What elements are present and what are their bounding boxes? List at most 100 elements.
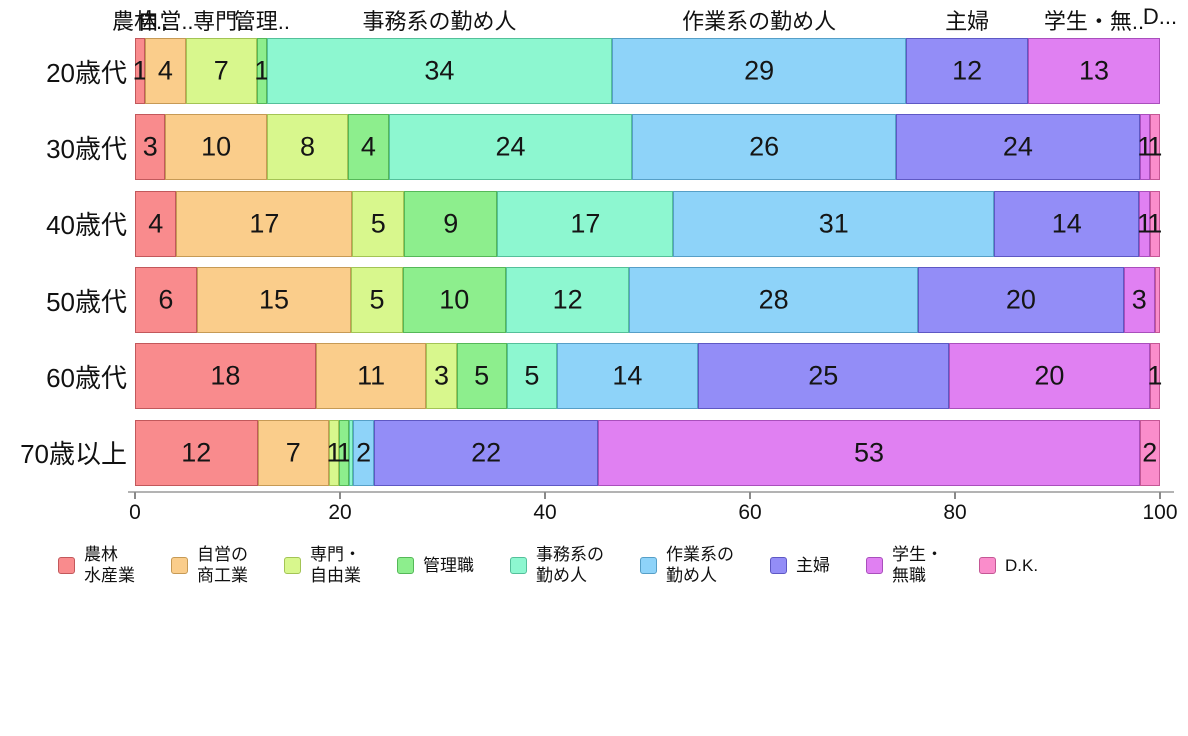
bar-segment[interactable]: 10 xyxy=(165,114,267,181)
bar-segment[interactable]: 1 xyxy=(133,38,148,105)
bar-segment[interactable]: 12 xyxy=(505,267,630,334)
bar-segment[interactable]: 4 xyxy=(135,190,177,257)
x-axis-tick xyxy=(954,492,956,499)
series-header-label: 農林.. xyxy=(111,9,169,34)
bar-segment[interactable]: 3 xyxy=(1123,267,1155,334)
segment-value-label: 24 xyxy=(495,131,526,162)
bar-segment[interactable] xyxy=(1154,267,1160,334)
bar-segment[interactable]: 20 xyxy=(948,343,1150,410)
bar-segment[interactable]: 17 xyxy=(497,190,674,257)
x-axis-tick xyxy=(134,492,136,499)
bar-segment[interactable]: 13 xyxy=(1028,38,1160,105)
legend-item[interactable]: 事務系の 勤め人 xyxy=(510,544,604,587)
segment-value-label: 14 xyxy=(612,360,643,391)
bar-segment[interactable]: 29 xyxy=(611,38,907,105)
bar-segment[interactable]: 25 xyxy=(697,343,949,410)
segment-value-label: 11 xyxy=(357,360,386,391)
bar-segment[interactable] xyxy=(349,419,354,486)
legend-item[interactable]: 主婦 xyxy=(770,555,830,576)
bar-segment[interactable]: 7 xyxy=(185,38,257,105)
bar-segment[interactable]: 20 xyxy=(917,267,1124,334)
segment-value-label: 1 xyxy=(1136,208,1152,239)
legend-item[interactable]: 農林 水産業 xyxy=(58,544,135,587)
x-axis-tick xyxy=(339,492,341,499)
legend-item[interactable]: 作業系の 勤め人 xyxy=(640,544,734,587)
bar-segment[interactable]: 5 xyxy=(456,343,507,410)
bar-segment[interactable]: 10 xyxy=(402,267,506,334)
category-label: 40歳代 xyxy=(46,210,127,241)
legend-swatch-icon xyxy=(510,556,527,574)
legend-label: 作業系の 勤め人 xyxy=(666,545,734,586)
segment-value-label: 1 xyxy=(1147,131,1163,162)
bar-segment[interactable]: 1 xyxy=(337,419,352,486)
chart-row: 60歳代 18 11 3 5 5 14 25 20 1 xyxy=(0,338,1162,414)
legend-item[interactable]: 専門・ 自由業 xyxy=(284,544,361,587)
bar-segment[interactable]: 2 xyxy=(353,419,374,486)
bar-segment[interactable]: 9 xyxy=(404,190,498,257)
bar-segment[interactable]: 24 xyxy=(388,114,633,181)
x-axis-tick-label: 40 xyxy=(533,501,557,524)
legend-label: 主婦 xyxy=(796,555,830,575)
segment-value-label: 17 xyxy=(570,208,601,239)
legend-item[interactable]: D.K. xyxy=(979,555,1038,576)
bar-segment[interactable]: 34 xyxy=(266,38,612,105)
bar-segment[interactable]: 1 xyxy=(1147,190,1163,257)
segment-value-label: 25 xyxy=(808,360,839,391)
legend-swatch-icon xyxy=(770,556,787,574)
series-header-label: 作業系の勤め人 xyxy=(682,9,837,34)
x-axis-tick xyxy=(1159,492,1161,499)
bar-segment[interactable]: 3 xyxy=(135,114,166,181)
bar-segment[interactable]: 14 xyxy=(994,190,1140,257)
bar-segment[interactable]: 3 xyxy=(426,343,457,410)
stacked-bar: 18 11 3 5 5 14 25 20 1 xyxy=(135,343,1162,410)
legend-item[interactable]: 管理職 xyxy=(397,555,474,576)
bar-segment[interactable]: 12 xyxy=(906,38,1029,105)
bar-segment[interactable]: 17 xyxy=(176,190,353,257)
legend-label: 農林 水産業 xyxy=(84,545,135,586)
bar-segment[interactable]: 8 xyxy=(266,114,349,181)
bar-segment[interactable]: 5 xyxy=(352,190,405,257)
bar-segment[interactable]: 22 xyxy=(373,419,599,486)
bar-segment[interactable]: 28 xyxy=(629,267,918,334)
bar-segment[interactable]: 26 xyxy=(632,114,897,181)
bar-segment[interactable]: 4 xyxy=(348,114,389,181)
x-axis-tick-label: 100 xyxy=(1142,501,1178,524)
bar-segment[interactable]: 14 xyxy=(557,343,698,410)
segment-value-label: 34 xyxy=(424,55,455,86)
legend-label: 事務系の 勤め人 xyxy=(536,545,604,586)
segment-value-label: 3 xyxy=(142,131,158,162)
bar-segment[interactable]: 1 xyxy=(327,419,342,486)
bar-segment[interactable]: 31 xyxy=(673,190,995,257)
x-axis-tick xyxy=(749,492,751,499)
segment-value-label: 29 xyxy=(744,55,775,86)
series-header-label: D... xyxy=(1142,4,1178,29)
segment-value-label: 10 xyxy=(439,284,470,315)
bar-segment[interactable]: 1 xyxy=(1136,190,1152,257)
chart-row: 40歳代 4 17 5 9 17 31 14 1 1 xyxy=(0,186,1163,262)
bar-segment[interactable]: 6 xyxy=(135,267,197,334)
bar-segment[interactable]: 1 xyxy=(1137,114,1152,181)
bar-segment[interactable]: 5 xyxy=(351,267,403,334)
bar-segment[interactable]: 2 xyxy=(1139,419,1160,486)
bar-segment[interactable]: 5 xyxy=(506,343,558,410)
legend-item[interactable]: 自営の 商工業 xyxy=(171,544,248,587)
bar-segment[interactable]: 12 xyxy=(135,419,258,486)
legend-item[interactable]: 学生・ 無職 xyxy=(866,544,943,587)
bar-segment[interactable]: 18 xyxy=(135,343,316,410)
legend-label: 学生・ 無職 xyxy=(892,545,943,586)
bar-segment[interactable]: 24 xyxy=(896,114,1140,181)
chart-row: 70歳以上 12 7 1 1 2 22 53 2 xyxy=(0,414,1160,490)
bar-segment[interactable]: 4 xyxy=(145,38,186,105)
segment-value-label: 8 xyxy=(300,131,316,162)
bar-segment[interactable]: 7 xyxy=(257,419,329,486)
stacked-bar: 4 17 5 9 17 31 14 1 1 xyxy=(135,190,1163,257)
bar-segment[interactable]: 1 xyxy=(254,38,269,105)
bar-segment[interactable]: 1 xyxy=(1147,114,1163,181)
category-label: 20歳代 xyxy=(46,57,127,88)
bar-segment[interactable]: 53 xyxy=(598,419,1140,486)
legend: 農林 水産業 自営の 商工業 専門・ 自由業 管理職 事務系の 勤め人 作業系の 勤め人 主… xyxy=(58,544,1138,587)
segment-value-label: 1 xyxy=(1147,208,1163,239)
bar-segment[interactable]: 1 xyxy=(1147,343,1162,410)
bar-segment[interactable]: 15 xyxy=(196,267,352,334)
bar-segment[interactable]: 11 xyxy=(315,343,427,410)
